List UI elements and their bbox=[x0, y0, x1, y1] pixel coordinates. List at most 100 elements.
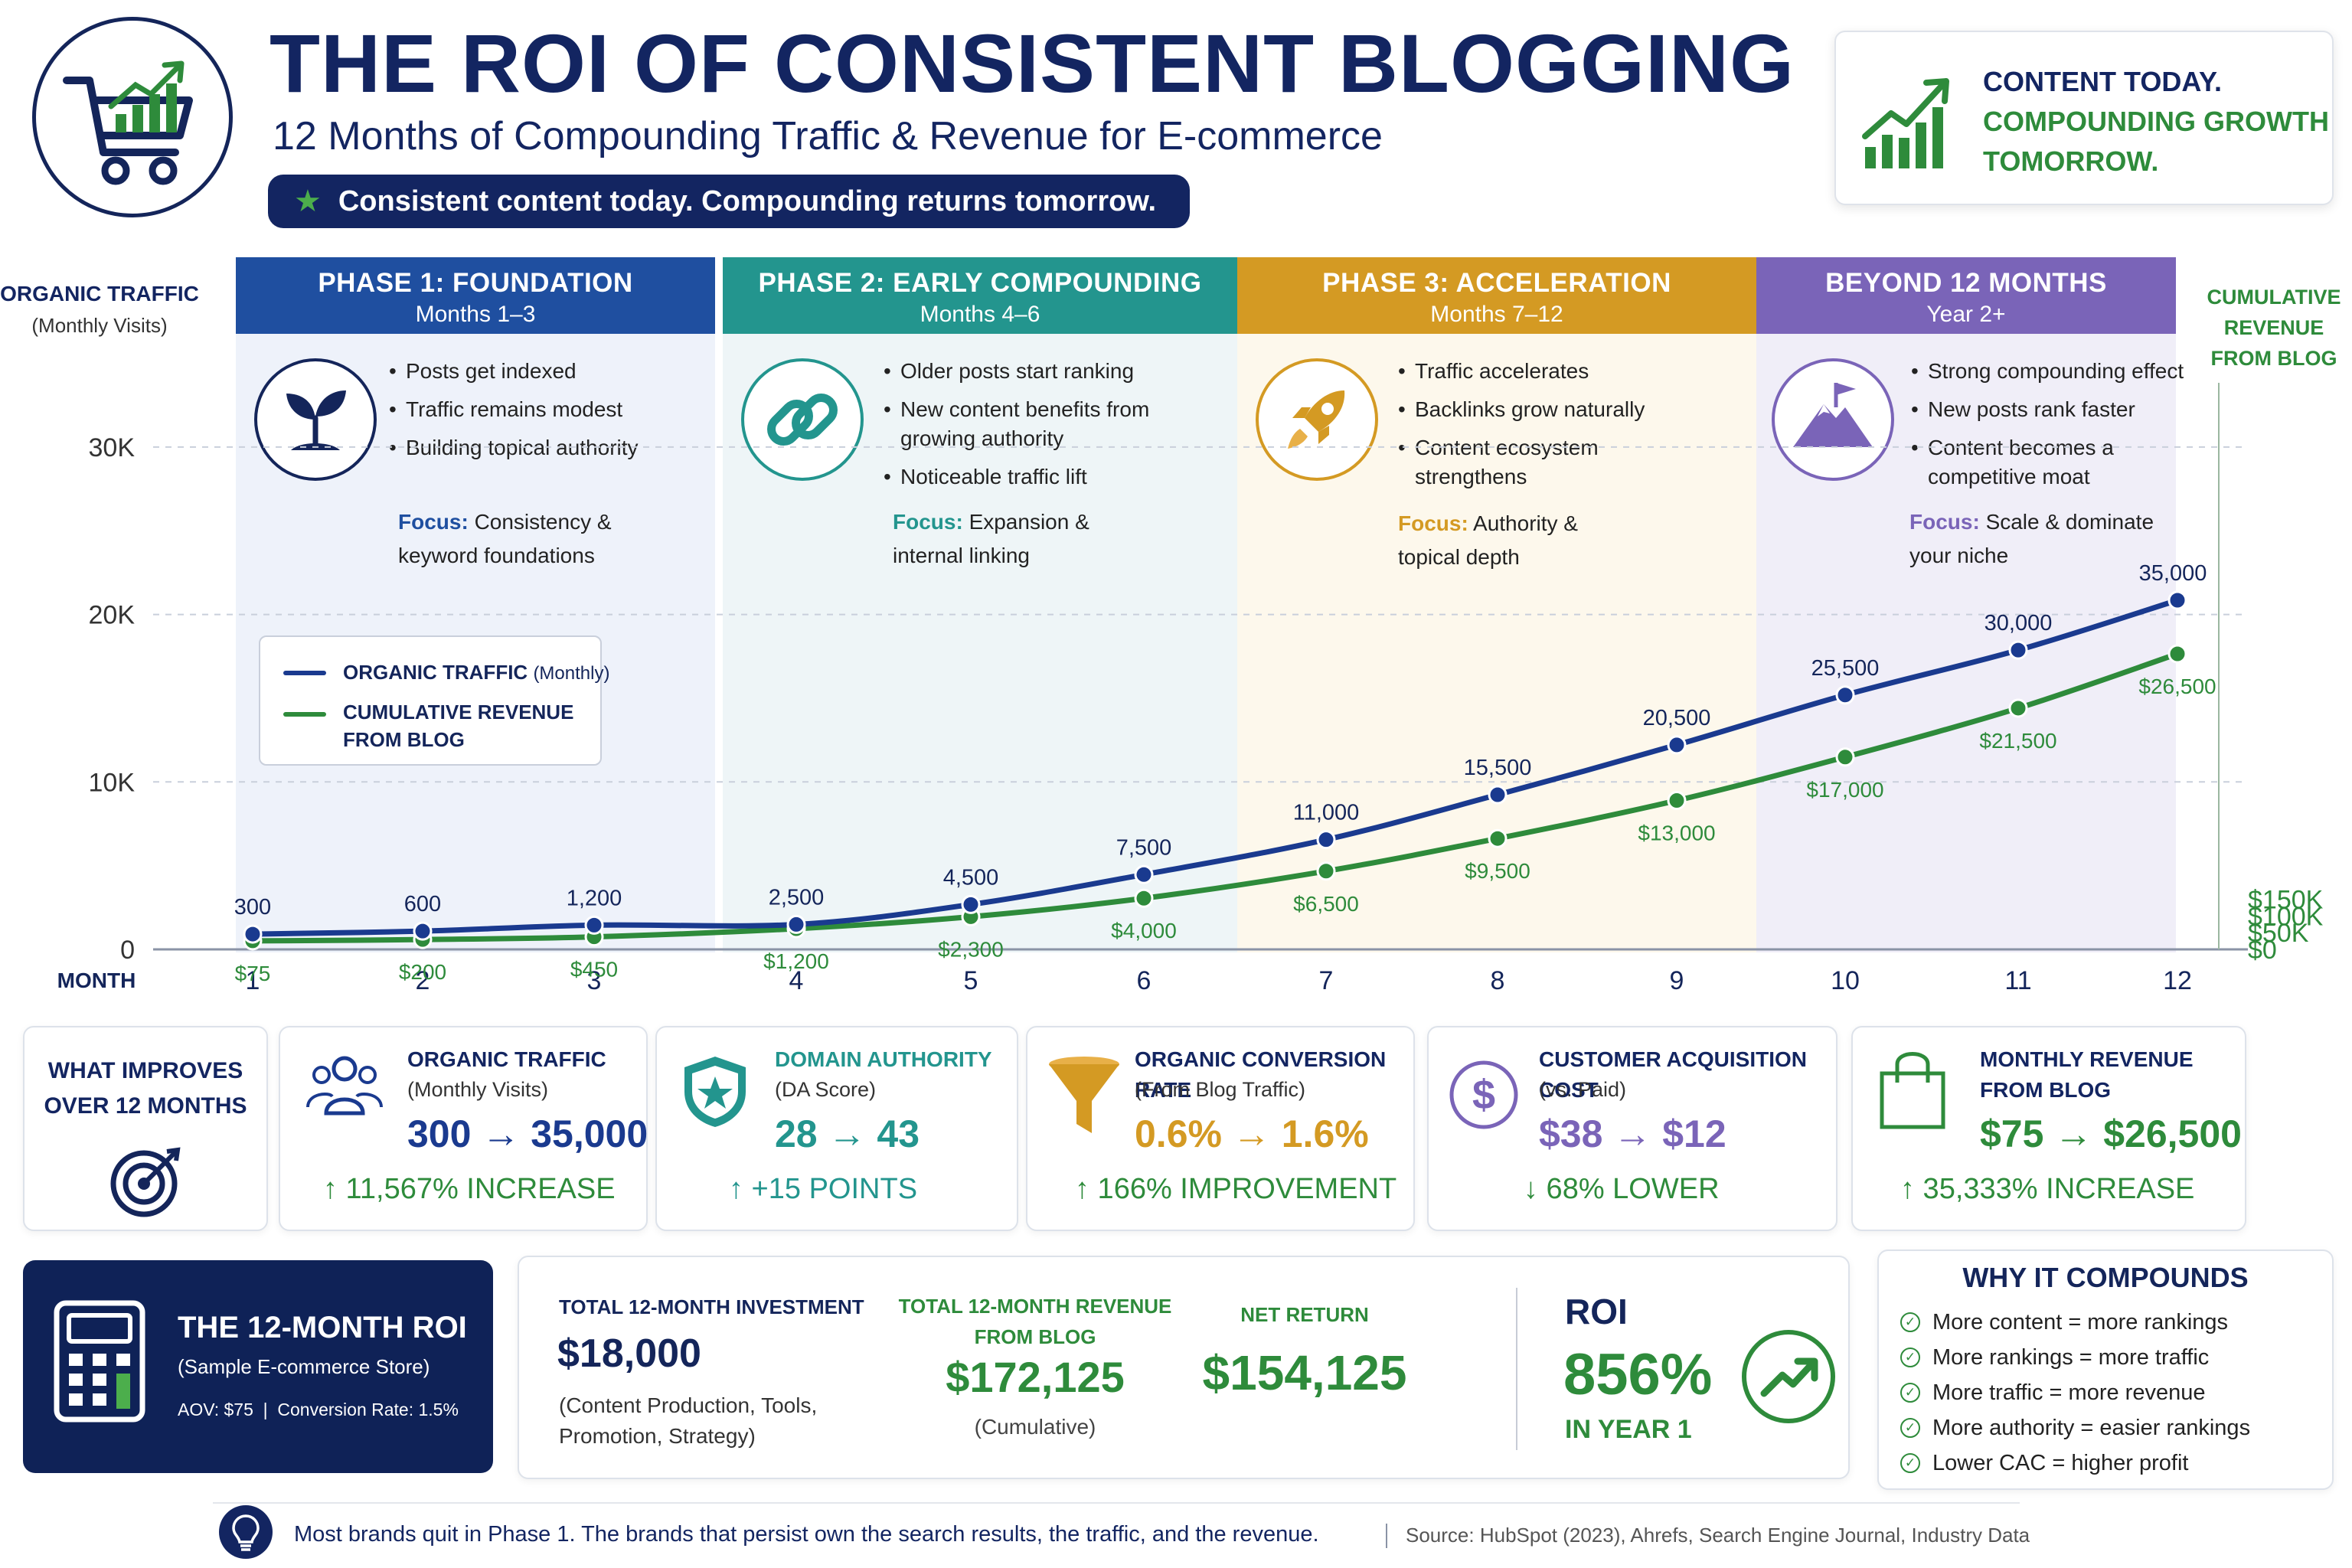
check-icon: ✓ bbox=[1900, 1418, 1920, 1438]
traffic-data-label: 300 bbox=[234, 895, 271, 920]
heading-line: OVER 12 MONTHS bbox=[44, 1093, 247, 1119]
traffic-point bbox=[413, 921, 433, 941]
why-item: ✓ More authority = easier rankings bbox=[1900, 1410, 2250, 1446]
metric-subtitle: (vs. Paid) bbox=[1539, 1078, 1627, 1101]
x-tick-label: 12 bbox=[2163, 966, 2192, 995]
legend-revenue-label: CUMULATIVE REVENUE FROM BLOG bbox=[343, 698, 573, 753]
metric-title-line: FROM BLOG bbox=[1980, 1078, 2112, 1102]
phase-bullet: New content benefits from growing author… bbox=[884, 395, 1182, 453]
beyond-focus: Focus: Scale & dominate your niche bbox=[1909, 505, 2200, 573]
right-axis-title-line: FROM BLOG bbox=[2210, 347, 2337, 370]
revenue-data-label: $450 bbox=[570, 958, 618, 982]
phase-1-focus: Focus: Consistency & keyword foundations bbox=[398, 505, 712, 573]
check-icon: ✓ bbox=[1900, 1348, 1920, 1367]
revenue-label-line: FROM BLOG bbox=[974, 1325, 1096, 1348]
tagline-pill: ★ Consistent content today. Compounding … bbox=[268, 175, 1191, 228]
revenue-data-label: $21,500 bbox=[1979, 729, 2056, 753]
traffic-point bbox=[1316, 830, 1336, 850]
traffic-data-label: 2,500 bbox=[769, 885, 825, 910]
phase-bullet: Noticeable traffic lift bbox=[884, 462, 1182, 492]
phase-2-bullets: Older posts start ranking New content be… bbox=[884, 357, 1182, 501]
left-tick-label: 20K bbox=[89, 601, 136, 630]
left-axis-title: ORGANIC TRAFFIC bbox=[0, 282, 199, 305]
why-item-text: Lower CAC = higher profit bbox=[1932, 1451, 2189, 1475]
why-item: ✓ More content = more rankings bbox=[1900, 1305, 2250, 1340]
x-tick-label: 1 bbox=[246, 966, 260, 995]
metric-subtitle: (Monthly Visits) bbox=[407, 1078, 549, 1101]
focus-label: Focus: bbox=[1909, 510, 1980, 534]
investment-label: TOTAL 12-MONTH INVESTMENT bbox=[559, 1295, 864, 1318]
sprout-icon bbox=[254, 358, 377, 481]
metric-title-line: MONTHLY REVENUE bbox=[1980, 1047, 2194, 1071]
star-icon: ★ bbox=[294, 185, 322, 218]
shield-star-icon bbox=[684, 1057, 746, 1127]
why-item: ✓ More rankings = more traffic bbox=[1900, 1340, 2250, 1375]
revenue-data-label: $26,500 bbox=[2138, 675, 2216, 698]
check-icon: ✓ bbox=[1900, 1383, 1920, 1403]
phase-months: Year 2+ bbox=[1926, 302, 2006, 327]
chart-legend bbox=[259, 635, 602, 766]
revenue-data-label: $200 bbox=[399, 960, 446, 984]
phase-3-focus: Focus: Authority & topical depth bbox=[1398, 507, 1704, 574]
roi-divider bbox=[1516, 1288, 1517, 1450]
x-axis-title: MONTH bbox=[57, 969, 136, 992]
why-list: ✓ More content = more rankings ✓ More rank… bbox=[1900, 1305, 2250, 1481]
metric-title: CUSTOMER ACQUISITION COST bbox=[1539, 1047, 1808, 1102]
why-item-text: More traffic = more revenue bbox=[1932, 1380, 2206, 1405]
traffic-point bbox=[2167, 590, 2187, 610]
focus-text: internal linking bbox=[893, 544, 1030, 567]
net-return-label: NET RETURN bbox=[1240, 1303, 1369, 1326]
mountain-flag-icon bbox=[1772, 358, 1894, 481]
tagline-line-1: CONTENT TODAY. bbox=[1983, 66, 2223, 97]
x-tick-label: 3 bbox=[587, 966, 602, 995]
roi-value: 856% bbox=[1563, 1342, 1713, 1407]
phase-months: Months 1–3 bbox=[415, 302, 536, 327]
phase-title: PHASE 3: ACCELERATION bbox=[1322, 268, 1671, 298]
revenue-data-label: $13,000 bbox=[1638, 822, 1715, 845]
right-tick-label: $150K bbox=[2248, 885, 2324, 914]
focus-text: Expansion & bbox=[969, 510, 1089, 534]
left-tick-label: 10K bbox=[89, 768, 136, 797]
phase-bullet: Strong compounding effect bbox=[1911, 357, 2202, 386]
metric-delta: ↓ 68% LOWER bbox=[1524, 1173, 1720, 1205]
metric-delta: ↑ 35,333% INCREASE bbox=[1900, 1173, 2195, 1205]
investment-note-line: Promotion, Strategy) bbox=[559, 1424, 756, 1448]
phase-3-header: PHASE 3: ACCELERATION Months 7–12 bbox=[1237, 257, 1756, 334]
funnel-icon bbox=[1049, 1057, 1119, 1133]
traffic-data-label: 1,200 bbox=[567, 886, 622, 910]
traffic-point bbox=[786, 914, 806, 934]
why-item: ✓ More traffic = more revenue bbox=[1900, 1375, 2250, 1410]
right-axis-title: CUMULATIVE REVENUE FROM BLOG bbox=[2197, 282, 2350, 374]
traffic-data-label: 600 bbox=[404, 892, 441, 916]
net-return-value: $154,125 bbox=[1202, 1345, 1407, 1400]
shopping-bag-icon bbox=[1880, 1052, 1945, 1129]
focus-text: Scale & dominate bbox=[1985, 510, 2154, 534]
metric-value: 300 → 35,000 bbox=[407, 1112, 648, 1155]
traffic-point bbox=[961, 894, 981, 914]
revenue-data-label: $17,000 bbox=[1806, 778, 1883, 802]
revenue-label: TOTAL 12-MONTH REVENUE FROM BLOG bbox=[890, 1291, 1181, 1352]
metric-subtitle: (DA Score) bbox=[775, 1078, 877, 1101]
chart-marks: $75 $200 $450 $1,200 $2,300 $4,000 $6,500 $9,50… bbox=[234, 561, 2216, 985]
right-tick-label: $50K bbox=[2248, 919, 2309, 948]
focus-label: Focus: bbox=[1398, 511, 1468, 535]
revenue-data-label: $2,300 bbox=[938, 937, 1004, 961]
metric-title: DOMAIN AUTHORITY bbox=[775, 1047, 992, 1071]
x-tick-label: 8 bbox=[1491, 966, 1505, 995]
revenue-value: $172,125 bbox=[946, 1353, 1125, 1401]
traffic-data-label: 7,500 bbox=[1116, 835, 1172, 860]
traffic-point bbox=[1488, 785, 1508, 805]
check-icon: ✓ bbox=[1900, 1453, 1920, 1473]
revenue-point bbox=[1667, 791, 1687, 811]
phase-bullet: Older posts start ranking bbox=[884, 357, 1182, 386]
metric-card-domain-authority: DOMAIN AUTHORITY (DA Score) 28 → 43 ↑ +1… bbox=[655, 1026, 1018, 1231]
traffic-data-label: 15,500 bbox=[1464, 756, 1532, 780]
why-item: ✓ Lower CAC = higher profit bbox=[1900, 1446, 2250, 1481]
phase-2-header: PHASE 2: EARLY COMPOUNDING Months 4–6 bbox=[723, 257, 1237, 334]
investment-note: (Content Production, Tools, Promotion, S… bbox=[559, 1390, 817, 1452]
check-icon: ✓ bbox=[1900, 1312, 1920, 1332]
rocket-icon bbox=[1256, 358, 1378, 481]
traffic-data-label: 20,500 bbox=[1643, 706, 1711, 730]
people-icon bbox=[306, 1056, 383, 1116]
